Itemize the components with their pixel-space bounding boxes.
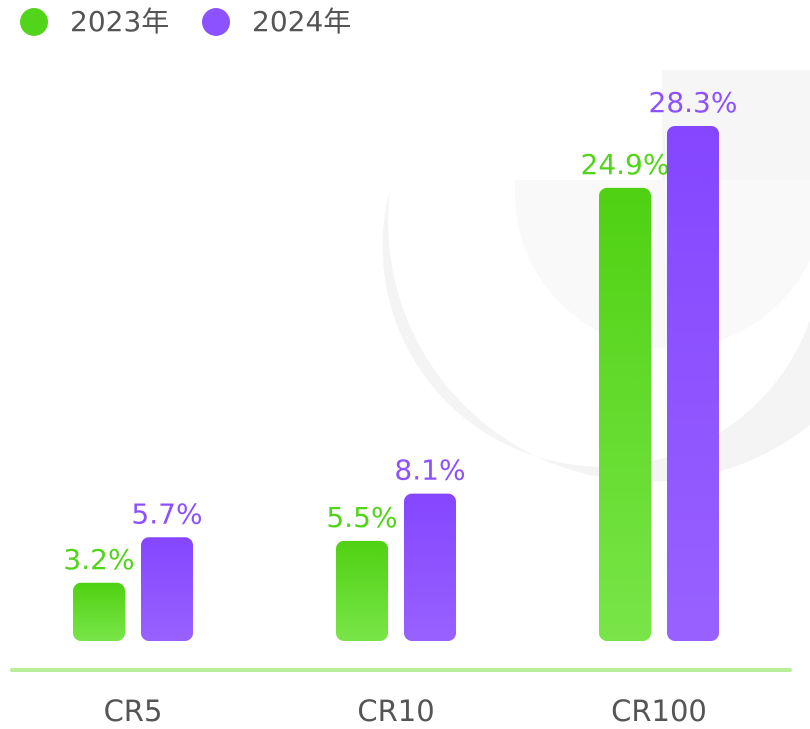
legend-label-2024: 2024年	[252, 5, 351, 38]
value-label-cr10-2023: 5.5%	[326, 501, 397, 534]
bar-series-group: 3.2% 5.7% 5.5% 8.1% 24.9% 28.3%	[63, 86, 737, 641]
bar-cr10-2023	[336, 540, 388, 641]
bar-cr100-2024	[667, 125, 719, 641]
bar-cr100-2023	[599, 187, 651, 641]
category-label-cr5: CR5	[104, 694, 163, 728]
bar-cr10-2024	[404, 493, 456, 641]
value-label-cr5-2024: 5.7%	[131, 497, 202, 530]
legend-swatch-2024	[202, 8, 230, 36]
category-label-cr10: CR10	[357, 694, 434, 728]
value-label-cr100-2024: 28.3%	[649, 86, 738, 119]
bar-cr5-2024	[141, 537, 193, 641]
category-axis-labels: CR5 CR10 CR100	[104, 694, 707, 728]
legend-swatch-2023	[20, 8, 48, 36]
legend-label-2023: 2023年	[70, 5, 169, 38]
value-label-cr100-2023: 24.9%	[581, 148, 670, 181]
legend-item-2024: 2024年	[202, 5, 351, 38]
value-label-cr10-2024: 8.1%	[394, 454, 465, 487]
legend-item-2023: 2023年	[20, 5, 169, 38]
legend: 2023年 2024年	[20, 5, 351, 38]
value-label-cr5-2023: 3.2%	[63, 543, 134, 576]
bar-cr5-2023	[73, 582, 125, 641]
category-label-cr100: CR100	[611, 694, 707, 728]
background-watermark	[382, 70, 810, 482]
